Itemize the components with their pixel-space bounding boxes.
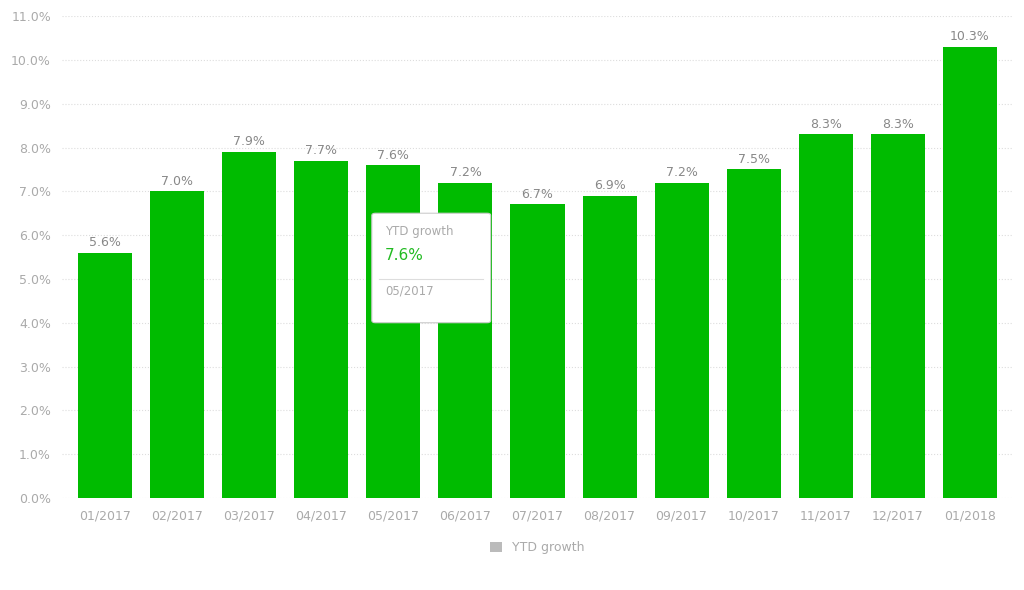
Text: 7.6%: 7.6% bbox=[385, 248, 424, 263]
Bar bbox=[438, 182, 493, 498]
Text: 7.5%: 7.5% bbox=[737, 153, 770, 166]
Bar bbox=[870, 135, 925, 498]
Text: 6.7%: 6.7% bbox=[521, 188, 553, 201]
Text: 7.9%: 7.9% bbox=[233, 135, 265, 149]
Bar bbox=[367, 165, 421, 498]
Text: 6.9%: 6.9% bbox=[594, 179, 626, 192]
Bar bbox=[511, 205, 564, 498]
Text: YTD growth: YTD growth bbox=[385, 225, 454, 238]
Bar bbox=[727, 169, 780, 498]
Text: 7.2%: 7.2% bbox=[666, 166, 697, 179]
Bar bbox=[799, 135, 853, 498]
Bar bbox=[78, 253, 132, 498]
Legend: YTD growth: YTD growth bbox=[485, 536, 590, 559]
Text: 8.3%: 8.3% bbox=[810, 118, 842, 131]
Bar bbox=[222, 152, 276, 498]
Bar bbox=[583, 196, 637, 498]
Bar bbox=[654, 182, 709, 498]
Text: 7.7%: 7.7% bbox=[305, 144, 337, 157]
FancyBboxPatch shape bbox=[372, 213, 490, 323]
Text: 8.3%: 8.3% bbox=[882, 118, 913, 131]
Text: 05/2017: 05/2017 bbox=[385, 284, 433, 297]
Text: 7.2%: 7.2% bbox=[450, 166, 481, 179]
Text: 7.0%: 7.0% bbox=[162, 175, 194, 188]
Bar bbox=[151, 191, 205, 498]
Bar bbox=[294, 160, 348, 498]
Text: 10.3%: 10.3% bbox=[950, 30, 989, 43]
Text: 7.6%: 7.6% bbox=[378, 149, 410, 162]
Bar bbox=[943, 47, 996, 498]
Text: 5.6%: 5.6% bbox=[89, 236, 121, 249]
